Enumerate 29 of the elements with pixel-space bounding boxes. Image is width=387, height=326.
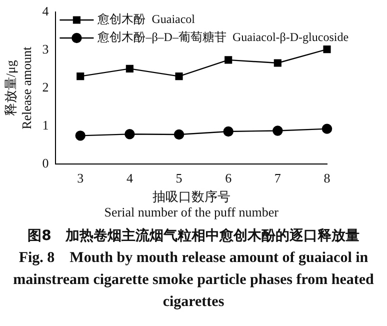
- point: [124, 129, 135, 140]
- point: [76, 72, 84, 80]
- y-axis-title: 释放量/μg Release amount: [3, 46, 34, 130]
- point: [323, 46, 331, 54]
- point: [274, 59, 282, 67]
- legend-label: 愈创木酚 Guaiacol: [96, 12, 196, 26]
- legend-label: 愈创木酚–β–D–葡萄糖苷 Guaiacol-β-D-glucoside: [96, 30, 349, 44]
- x-tick-label: 6: [225, 170, 232, 186]
- x-axis-title: 抽吸口数序号 Serial number of the puff number: [104, 189, 280, 220]
- caption: 图8 加热卷烟主流烟气粒相中愈创木酚的逐口释放量: [26, 226, 360, 246]
- x-tick-label: 4: [126, 170, 134, 186]
- x-tick-label: 7: [274, 170, 282, 186]
- y-tick-label: 4: [42, 3, 50, 18]
- point: [322, 124, 332, 134]
- y-tick-label: 0: [42, 156, 49, 171]
- point: [224, 56, 232, 64]
- x-tick-label: 3: [77, 170, 84, 186]
- y-tick-label: 2: [42, 80, 49, 95]
- y-tick-label: 3: [42, 41, 49, 56]
- point: [126, 64, 134, 72]
- caption: Fig. 8 Mouth by mouth release amount of guaiacol in mainstream cigarette smoke particle phases from heated cigarettes: [12, 249, 375, 312]
- point: [175, 72, 183, 80]
- point: [223, 126, 234, 137]
- point: [272, 126, 283, 136]
- point: [174, 129, 184, 140]
- x-tick-label: 5: [176, 170, 182, 186]
- x-tick-label: 8: [324, 170, 330, 186]
- y-tick-label: 1: [42, 118, 49, 133]
- point: [75, 130, 86, 141]
